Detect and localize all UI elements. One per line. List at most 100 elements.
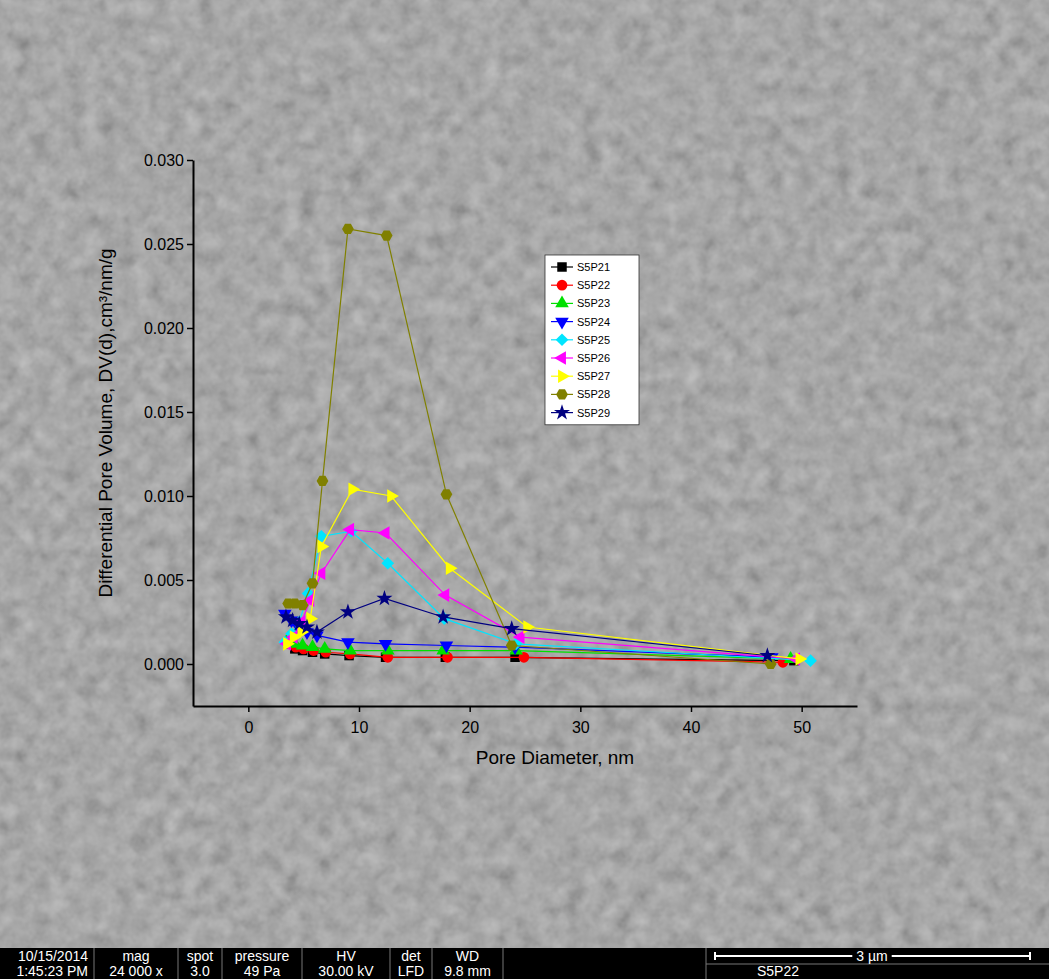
y-tick-label: 0.020 [144,320,184,337]
y-tick: 0.010 [144,488,193,505]
info-separator [503,948,504,979]
series-line [287,530,796,659]
y-tick-mark [187,412,193,414]
legend-entry: S5P23 [551,296,610,310]
series-marker [317,540,329,554]
info-text: 9.8 mm [444,963,491,979]
y-tick: 0.015 [144,404,193,421]
info-text: LFD [398,963,424,979]
info-separator [432,948,433,979]
legend-entry: S5P28 [551,388,610,400]
x-tick-label: 20 [461,719,479,736]
y-tick: 0.005 [144,572,193,589]
series-marker [318,641,332,653]
legend-entry: S5P25 [551,333,610,346]
x-tick: 20 [461,706,479,736]
scale-bar-label-bg [852,949,891,963]
series-marker [435,609,451,624]
series-line [287,489,799,659]
series-marker [387,489,399,503]
legend-box [545,255,639,425]
series-marker [317,476,329,486]
x-tick-label: 0 [244,719,253,736]
scale-bar-end [714,952,716,960]
series-marker [796,652,808,666]
x-tick-label: 10 [351,719,369,736]
series-marker [381,557,394,570]
y-tick-label: 0.015 [144,404,184,421]
y-tick-mark [187,244,193,246]
series-marker [342,224,354,234]
x-axis-title: Pore Diameter, nm [476,747,634,768]
legend-label: S5P26 [577,352,610,364]
legend-label: S5P29 [577,407,610,419]
x-tick-mark [469,706,471,712]
legend-entry: S5P27 [551,369,610,383]
y-axis-title: Differential Pore Volume, DV(d),cm³/nm/g [95,248,116,597]
x-axis: 01020304050 [194,706,858,736]
legend-label: S5P27 [577,370,610,382]
series-marker [440,642,454,654]
series-marker [441,489,453,499]
y-tick-label: 0.000 [144,656,184,673]
series-marker [378,526,390,540]
series-marker [381,231,393,241]
x-tick-mark [359,706,361,712]
x-tick-mark [580,706,582,712]
info-text: 24 000 x [109,963,163,979]
legend-marker [556,333,569,346]
series-marker [307,578,319,588]
series-marker [804,654,817,667]
info-separator [178,948,179,979]
info-separator [390,948,391,979]
info-text: S5P22 [757,963,799,979]
legend-label: S5P22 [577,279,610,291]
plot-area [278,224,817,669]
legend-marker [557,262,566,271]
series-marker [341,638,355,650]
y-tick: 0.000 [144,656,193,673]
series-marker [342,523,354,537]
legend-label: S5P25 [577,334,610,346]
x-tick: 0 [244,706,253,736]
series-marker [314,566,326,580]
y-tick: 0.030 [144,152,193,169]
x-tick-label: 30 [572,719,590,736]
info-text: spot [187,948,214,964]
y-tick-label: 0.030 [144,152,184,169]
info-text: 10/15/2014 [18,948,88,964]
legend-marker [554,404,570,419]
scale-bar-end [1029,952,1031,960]
info-text: mag [122,948,149,964]
y-tick: 0.020 [144,320,193,337]
y-tick-mark [187,580,193,582]
series-marker [504,620,520,635]
info-text: HV [336,948,356,964]
series-marker [297,600,309,610]
info-text: pressure [235,948,290,964]
info-separator [222,948,223,979]
x-tick-mark [801,706,803,712]
series-marker [759,647,775,662]
series-marker [379,640,393,652]
legend-label: S5P23 [577,297,610,309]
y-tick-mark [187,496,193,498]
info-separator [94,948,95,979]
legend-marker [556,389,568,399]
scale-bar-label: 3 µm [856,948,887,964]
legend-entry: S5P24 [551,316,610,330]
series-marker [348,482,360,496]
x-tick-mark [691,706,693,712]
series-marker [309,624,325,639]
legend-label: S5P21 [577,261,610,273]
legend-marker [554,351,566,365]
legend-label: S5P28 [577,388,610,400]
legend-label: S5P24 [577,316,610,328]
y-tick-label: 0.025 [144,236,184,253]
y-axis-line [193,161,195,707]
background-texture [0,0,1049,948]
series-marker [523,620,535,634]
info-text: 49 Pa [244,963,281,979]
figure: 010203040500.0000.0050.0100.0150.0200.02… [0,0,1049,979]
info-text: WD [456,948,479,964]
